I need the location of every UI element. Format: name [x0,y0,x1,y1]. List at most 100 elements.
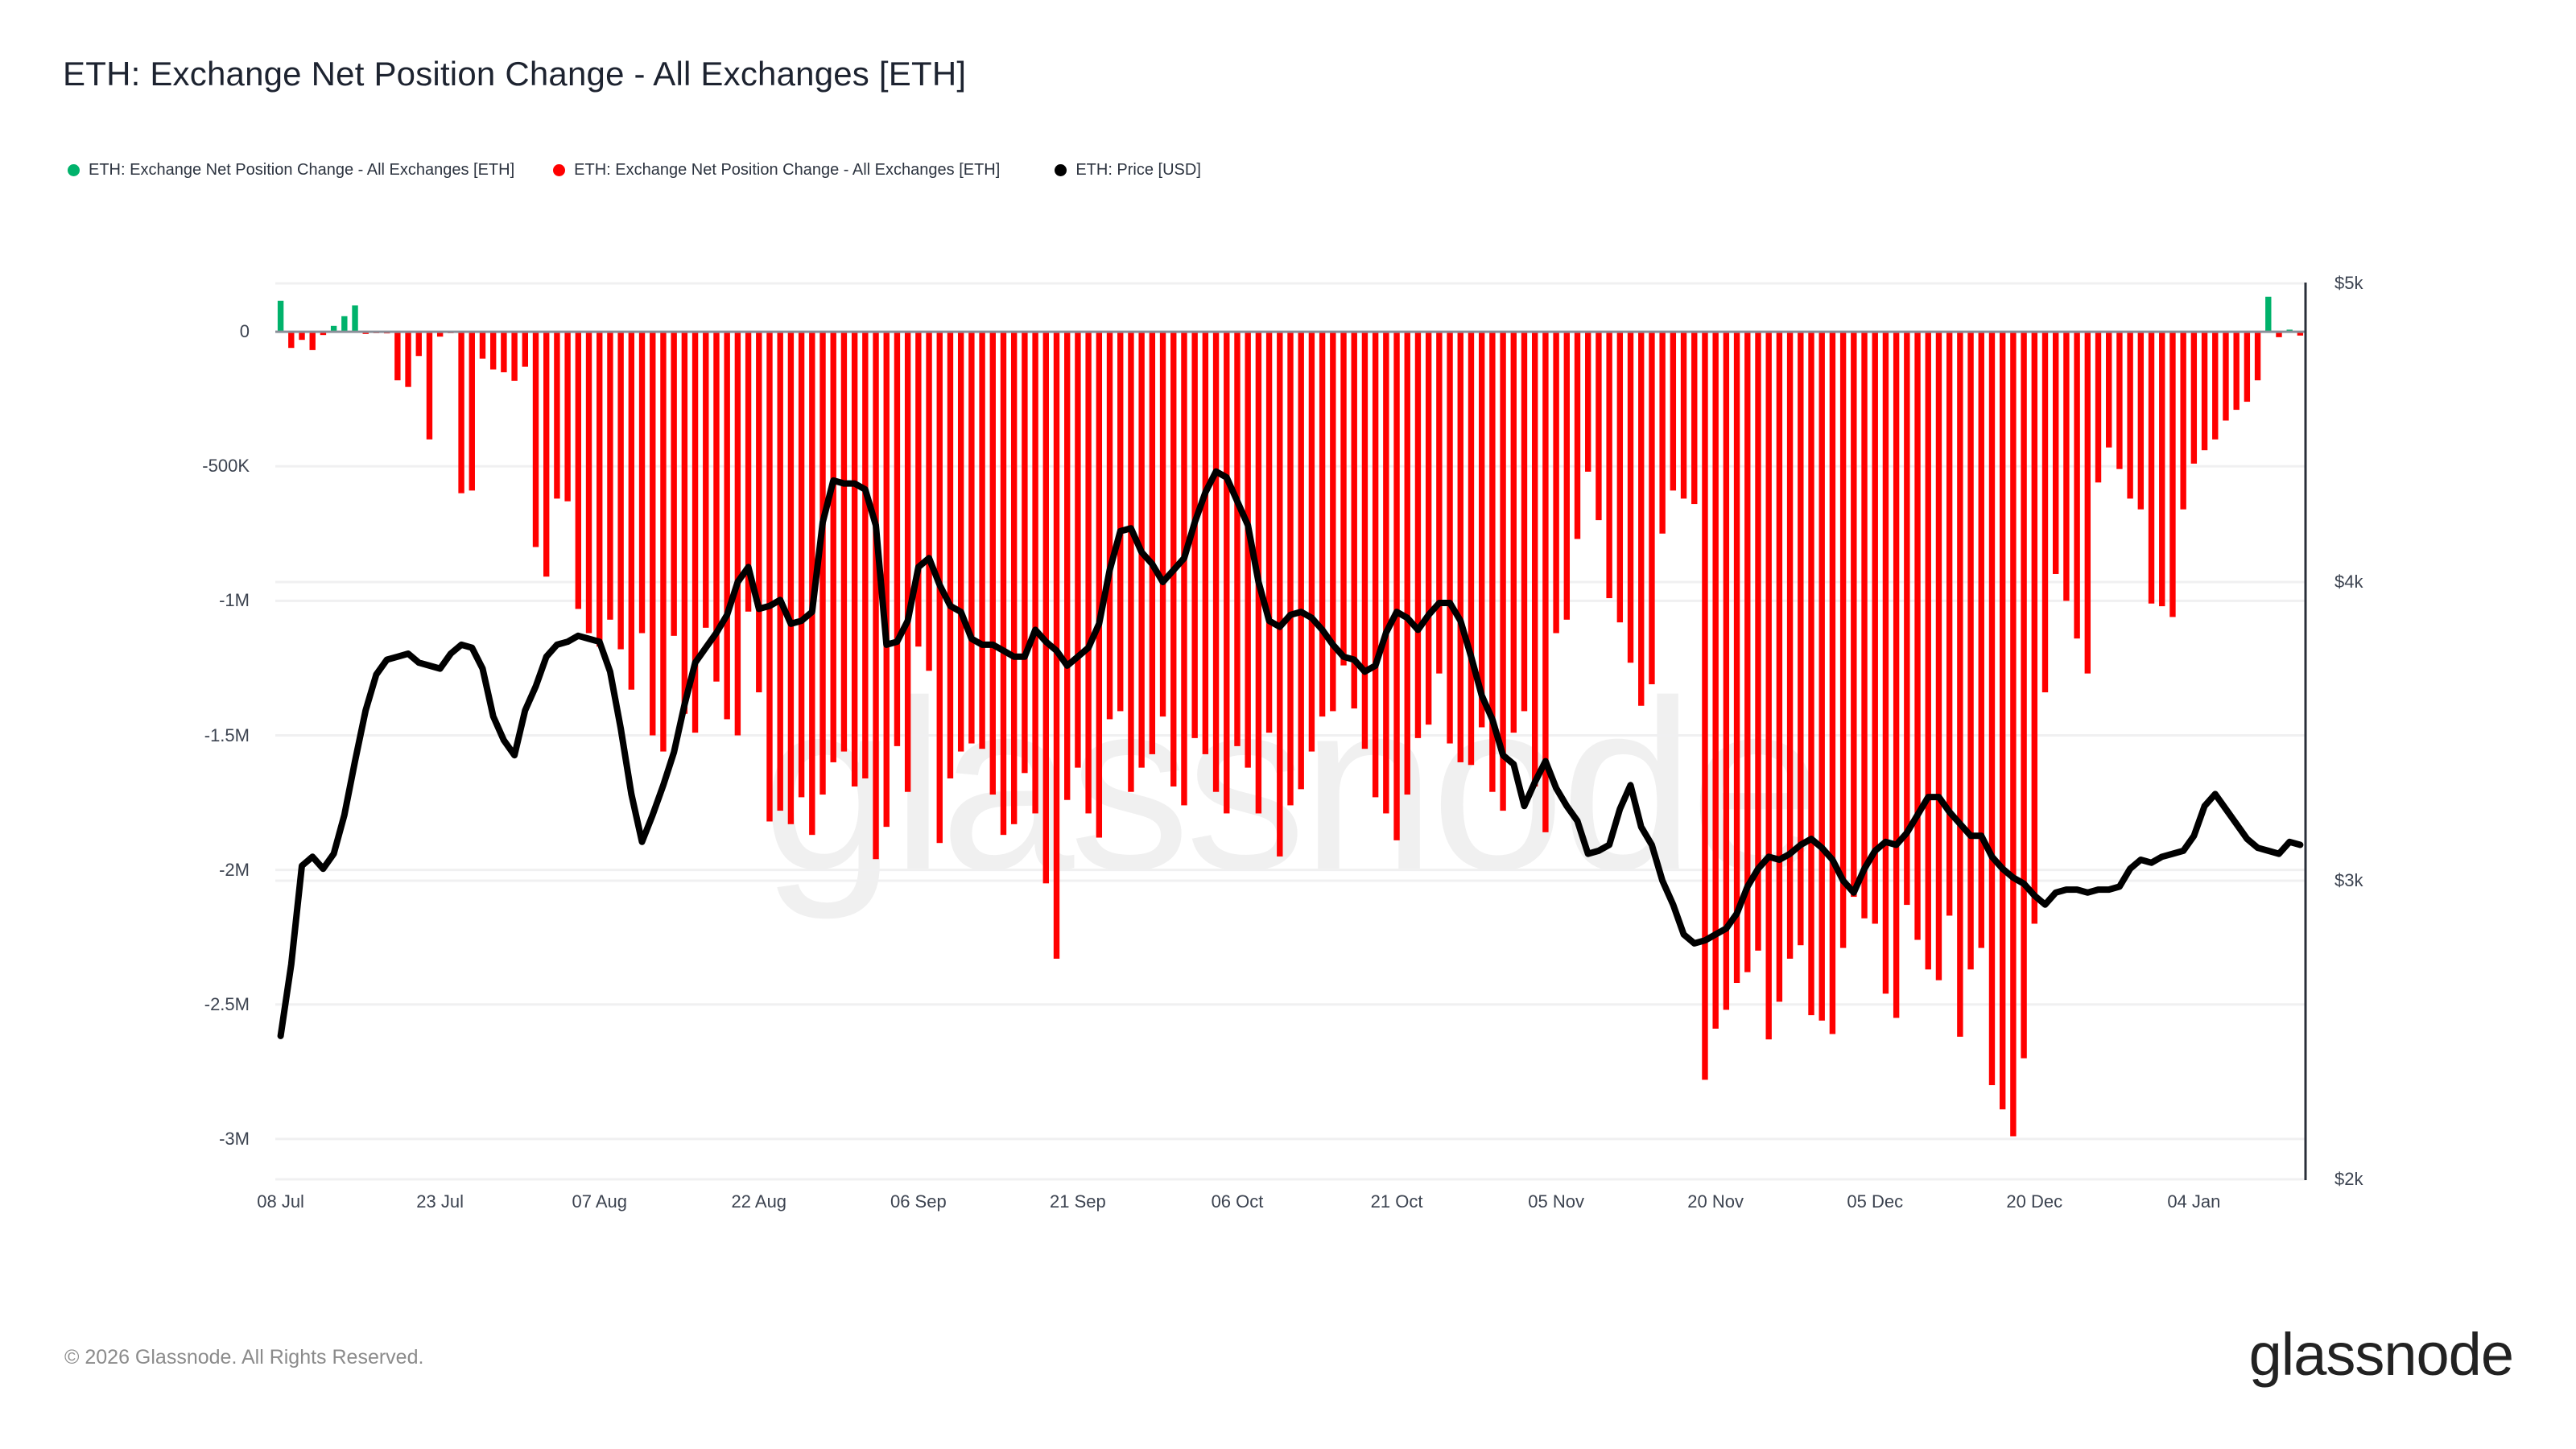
bar[interactable] [1935,332,1942,980]
bar[interactable] [2137,332,2145,510]
bar[interactable] [1638,332,1645,706]
bar[interactable] [957,332,964,752]
bar[interactable] [873,332,879,860]
bar[interactable] [1574,332,1581,539]
bar[interactable] [543,332,550,577]
bar[interactable] [756,332,762,693]
bar[interactable] [1818,332,1825,1021]
bar[interactable] [915,332,922,647]
bar[interactable] [638,332,646,634]
bar[interactable] [1786,332,1794,959]
bar[interactable] [2074,332,2080,639]
bar[interactable] [458,332,464,493]
bar[interactable] [2116,332,2123,469]
bar[interactable] [597,332,603,647]
bar[interactable] [1212,332,1220,792]
bar[interactable] [1659,332,1666,534]
bar[interactable] [1649,332,1655,685]
bar[interactable] [554,332,560,499]
bar[interactable] [405,332,411,387]
bar[interactable] [1096,332,1103,838]
bar[interactable] [1319,332,1326,717]
bar[interactable] [1298,332,1304,790]
bar[interactable] [904,332,911,792]
bar[interactable] [1106,332,1113,720]
bar[interactable] [691,332,699,733]
bar[interactable] [1839,332,1847,948]
bar[interactable] [394,332,401,381]
bar[interactable] [1808,332,1814,1016]
legend-item-2[interactable]: ETH: Price [USD] [1055,161,1201,180]
bar[interactable] [1265,332,1273,733]
bar[interactable] [309,332,316,350]
bar[interactable] [288,332,295,349]
bar[interactable] [1393,332,1400,840]
bar[interactable] [617,332,624,650]
bar[interactable] [1308,332,1315,752]
bar[interactable] [1075,332,1081,768]
bar[interactable] [2031,332,2037,924]
bar[interactable] [1925,332,1931,970]
bar[interactable] [650,332,656,736]
bar[interactable] [1596,332,1602,521]
bar[interactable] [1117,332,1124,712]
bar[interactable] [1798,332,1804,946]
bar[interactable] [2021,332,2027,1059]
bar[interactable] [798,332,805,798]
bar[interactable] [819,332,826,795]
bar[interactable] [1489,332,1496,792]
bar[interactable] [1010,332,1018,824]
bar[interactable] [1861,332,1868,919]
bar[interactable] [787,332,795,824]
bar[interactable] [1457,332,1463,762]
bar[interactable] [1999,332,2006,1110]
bar[interactable] [1957,332,1963,1037]
bar[interactable] [1478,332,1485,728]
bar[interactable] [2190,332,2198,464]
bar[interactable] [1755,332,1761,951]
bar[interactable] [1670,332,1677,491]
bar[interactable] [1946,332,1953,916]
bar[interactable] [1425,332,1432,725]
bar[interactable] [352,305,358,332]
bar[interactable] [1882,332,1889,994]
bar[interactable] [2041,332,2049,693]
bar[interactable] [1447,332,1453,744]
bar[interactable] [894,332,901,746]
bar[interactable] [926,332,932,671]
bar[interactable] [1149,332,1156,754]
bar[interactable] [1085,332,1092,814]
bar[interactable] [1914,332,1921,940]
bar[interactable] [947,332,954,778]
bar[interactable] [1733,332,1740,984]
bar[interactable] [1042,332,1050,884]
bar[interactable] [1702,332,1708,1080]
bar[interactable] [724,332,730,720]
bar[interactable] [840,332,848,752]
bar[interactable] [989,332,996,795]
bar[interactable] [1606,332,1612,599]
bar[interactable] [1404,332,1410,795]
bar[interactable] [703,332,709,628]
bar[interactable] [628,332,635,690]
bar[interactable] [1829,332,1836,1034]
bar[interactable] [2159,332,2165,607]
bar[interactable] [489,332,497,369]
bar[interactable] [1765,332,1772,1040]
bar[interactable] [1553,332,1559,634]
bar[interactable] [2095,332,2102,483]
bar[interactable] [2201,332,2208,451]
bar[interactable] [1330,332,1336,712]
legend-item-1[interactable]: ETH: Exchange Net Position Change - All … [553,161,1000,180]
bar[interactable] [1585,332,1591,472]
bar[interactable] [1287,332,1294,806]
bar[interactable] [607,332,613,620]
bar[interactable] [1202,332,1209,754]
bar[interactable] [2244,332,2251,402]
bar[interactable] [1680,332,1687,499]
bar[interactable] [522,332,528,367]
bar[interactable] [1468,332,1475,766]
bar[interactable] [1510,332,1517,733]
bar[interactable] [1022,332,1028,774]
bar[interactable] [585,332,592,634]
